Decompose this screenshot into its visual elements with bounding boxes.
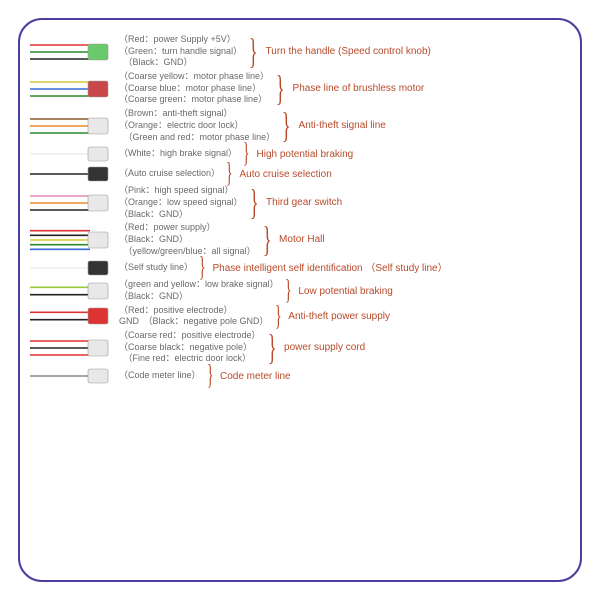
connector-graphic bbox=[30, 259, 115, 277]
detail-line: （Red：positive electrode） bbox=[119, 305, 269, 317]
wire-details: （Auto cruise selection） bbox=[115, 168, 220, 180]
connector bbox=[30, 189, 115, 217]
brace-icon: } bbox=[266, 337, 278, 359]
detail-line: （Red：power Supply +5V） bbox=[119, 34, 242, 46]
section-title: High potential braking bbox=[257, 148, 354, 161]
connector bbox=[30, 280, 115, 302]
detail-line: （Orange：electric door lock） bbox=[119, 120, 275, 132]
detail-line: （Pink：high speed signal） bbox=[119, 185, 243, 197]
diagram-frame: （Red：power Supply +5V）（Green：turn handle… bbox=[18, 18, 582, 582]
connector-graphic bbox=[30, 305, 115, 327]
wire-details: （Code meter line） bbox=[115, 370, 201, 382]
detail-line: （Black：GND） bbox=[119, 291, 279, 303]
detail-line: （Black：GND） bbox=[119, 209, 243, 221]
section-title: Anti-theft signal line bbox=[299, 119, 386, 132]
connector-graphic bbox=[30, 112, 115, 140]
connector-graphic bbox=[30, 189, 115, 217]
brace-icon: } bbox=[281, 115, 293, 137]
detail-line: （yellow/green/blue：all signal） bbox=[119, 246, 256, 258]
connector bbox=[30, 75, 115, 103]
wire-details: （Red：power Supply +5V）（Green：turn handle… bbox=[115, 34, 242, 69]
detail-line: （Coarse green：motor phase line） bbox=[119, 94, 269, 106]
brace-icon: } bbox=[275, 78, 287, 100]
wiring-row: （Brown：anti-theft signal）（Orange：electri… bbox=[30, 108, 570, 143]
connector-graphic bbox=[30, 38, 115, 66]
connector bbox=[30, 145, 115, 163]
detail-line: （Brown：anti-theft signal） bbox=[119, 108, 275, 120]
detail-line: （Code meter line） bbox=[119, 370, 201, 382]
connector-graphic bbox=[30, 367, 115, 385]
brace-icon: } bbox=[225, 166, 235, 183]
connector bbox=[30, 334, 115, 362]
brace-icon: } bbox=[242, 146, 252, 163]
wire-details: （Coarse yellow：motor phase line）（Coarse … bbox=[115, 71, 269, 106]
connector-graphic bbox=[30, 165, 115, 183]
wiring-row: （Red：positive electrode）GND （Black：negat… bbox=[30, 305, 570, 328]
connector bbox=[30, 259, 115, 277]
brace-icon: } bbox=[198, 260, 208, 277]
connector-graphic bbox=[30, 334, 115, 362]
detail-line: GND （Black：negative pole GND） bbox=[119, 316, 269, 328]
connector-graphic bbox=[30, 226, 115, 254]
brace-icon: } bbox=[261, 229, 273, 251]
detail-line: （Coarse yellow：motor phase line） bbox=[119, 71, 269, 83]
connector-graphic bbox=[30, 280, 115, 302]
section-title: Motor Hall bbox=[279, 233, 325, 246]
section-title: Anti-theft power supply bbox=[288, 310, 390, 323]
connector bbox=[30, 165, 115, 183]
wire-details: （Pink：high speed signal）（Orange：low spee… bbox=[115, 185, 243, 220]
connector-graphic bbox=[30, 145, 115, 163]
brace-icon: } bbox=[248, 41, 260, 63]
detail-line: （Red：power supply） bbox=[119, 222, 256, 234]
wiring-row: （Auto cruise selection）} Auto cruise sele… bbox=[30, 165, 570, 183]
wiring-row: （Coarse yellow：motor phase line）（Coarse … bbox=[30, 71, 570, 106]
wiring-row: （Red：power Supply +5V）（Green：turn handle… bbox=[30, 34, 570, 69]
detail-line: （Orange：low speed signal） bbox=[119, 197, 243, 209]
connector bbox=[30, 367, 115, 385]
section-title: Auto cruise selection bbox=[240, 168, 332, 181]
detail-line: （Green：turn handle signal） bbox=[119, 46, 242, 58]
section-title: Third gear switch bbox=[266, 196, 342, 209]
connector bbox=[30, 112, 115, 140]
wiring-row: （Pink：high speed signal）（Orange：low spee… bbox=[30, 185, 570, 220]
connector bbox=[30, 305, 115, 327]
wire-details: （Brown：anti-theft signal）（Orange：electri… bbox=[115, 108, 275, 143]
wiring-row: （Red：power supply）（Black：GND） （yellow/gr… bbox=[30, 222, 570, 257]
detail-line: （Black：GND） bbox=[119, 57, 242, 69]
section-title: Phase line of brushless motor bbox=[293, 82, 425, 95]
section-title: Low potential braking bbox=[298, 285, 393, 298]
detail-line: （Coarse black：negative pole） bbox=[119, 342, 261, 354]
detail-line: （Self study line） bbox=[119, 262, 193, 274]
brace-icon: } bbox=[284, 282, 294, 299]
wiring-row: （Coarse red：positive electrode）（Coarse b… bbox=[30, 330, 570, 365]
section-title: power supply cord bbox=[284, 341, 365, 354]
wire-details: （green and yellow：low brake signal）（Blac… bbox=[115, 279, 279, 302]
connector bbox=[30, 226, 115, 254]
wire-details: （Red：power supply）（Black：GND） （yellow/gr… bbox=[115, 222, 256, 257]
wiring-row: （Code meter line）} Code meter line bbox=[30, 367, 570, 385]
section-title: Code meter line bbox=[220, 370, 291, 383]
wiring-row: （White：high brake signal）} High potential… bbox=[30, 145, 570, 163]
brace-icon: } bbox=[273, 308, 283, 325]
brace-icon: } bbox=[248, 192, 260, 214]
connector-graphic bbox=[30, 75, 115, 103]
wire-details: （Red：positive electrode）GND （Black：negat… bbox=[115, 305, 269, 328]
detail-line: （Coarse blue：motor phase line） bbox=[119, 83, 269, 95]
detail-line: （Coarse red：positive electrode） bbox=[119, 330, 261, 342]
wire-details: （White：high brake signal） bbox=[115, 148, 237, 160]
wire-details: （Self study line） bbox=[115, 262, 193, 274]
wire-details: （Coarse red：positive electrode）（Coarse b… bbox=[115, 330, 261, 365]
section-title: Phase intelligent self identification （S… bbox=[212, 262, 447, 275]
detail-line: （Green and red：motor phase line） bbox=[119, 132, 275, 144]
detail-line: （Auto cruise selection） bbox=[119, 168, 220, 180]
wiring-row: （Self study line）} Phase intelligent self… bbox=[30, 259, 570, 277]
connector bbox=[30, 38, 115, 66]
wiring-row: （green and yellow：low brake signal）（Blac… bbox=[30, 279, 570, 302]
detail-line: （Black：GND） bbox=[119, 234, 256, 246]
brace-icon: } bbox=[205, 368, 215, 385]
detail-line: （White：high brake signal） bbox=[119, 148, 237, 160]
section-title: Turn the handle (Speed control knob) bbox=[266, 45, 431, 58]
detail-line: （Fine red：electric door lock） bbox=[119, 353, 261, 365]
